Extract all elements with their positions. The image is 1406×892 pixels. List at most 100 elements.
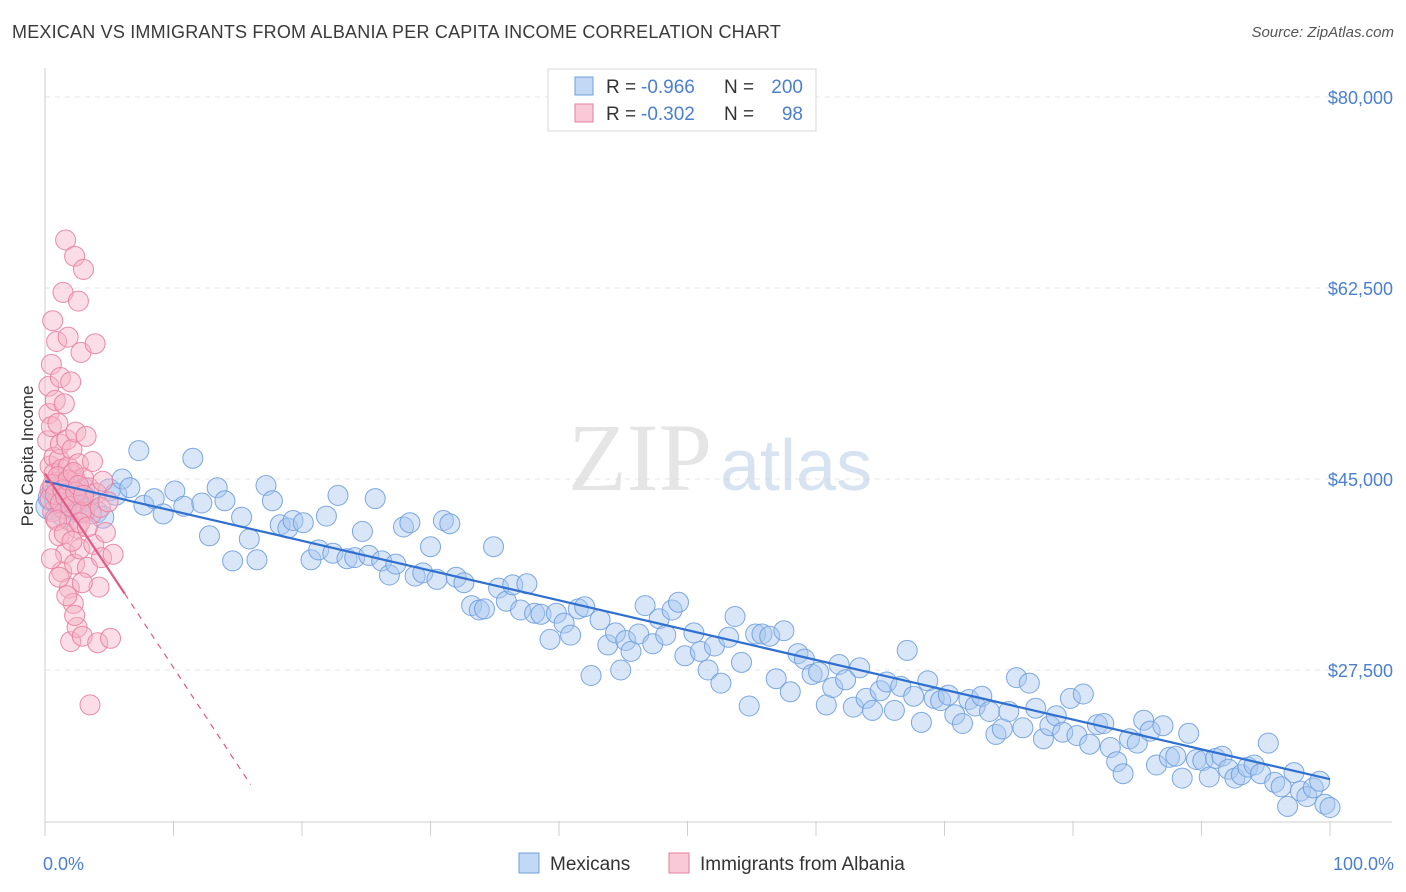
mexicans-point-108 bbox=[779, 681, 801, 703]
mexicans-point-82 bbox=[605, 622, 626, 644]
stats-r-value-1: -0.302 bbox=[641, 104, 695, 125]
albania-point-36 bbox=[60, 631, 82, 653]
mexicans-point-157 bbox=[1112, 763, 1134, 785]
grid bbox=[45, 96, 1392, 671]
stats-n-value-0: 200 bbox=[771, 77, 803, 98]
mexicans-point-17 bbox=[119, 477, 141, 499]
y-tick-label-1: $62,500 bbox=[1328, 279, 1393, 299]
y-tick-labels: $80,000 $62,500 $45,000 $27,500 bbox=[1328, 88, 1393, 681]
mexicans-point-48 bbox=[364, 488, 386, 510]
mexicans-point-100 bbox=[724, 606, 746, 627]
mexicans-point-88 bbox=[642, 633, 664, 655]
mexicans-point-72 bbox=[530, 603, 552, 625]
mexicans-point-189 bbox=[1319, 797, 1341, 818]
mexicans-point-44 bbox=[336, 548, 358, 570]
trend-lines bbox=[44, 472, 1331, 785]
mexicans-point-146 bbox=[1039, 715, 1061, 737]
mexicans-point-127 bbox=[910, 711, 932, 733]
albania-point-56 bbox=[75, 425, 97, 447]
mexicans-point-145 bbox=[1032, 728, 1054, 750]
mexicans-point-18 bbox=[128, 440, 150, 462]
mexicans-point-152 bbox=[1079, 733, 1101, 755]
trend-line-0 bbox=[44, 480, 1331, 781]
mexicans-point-46 bbox=[351, 520, 373, 542]
mexicans-point-34 bbox=[261, 490, 283, 512]
albania-point-89 bbox=[53, 523, 75, 545]
mexicans-point-105 bbox=[759, 625, 781, 647]
mexicans-point-167 bbox=[1178, 722, 1200, 744]
stats-box: R = -0.966 N = 200 R = -0.302 N = 98 bbox=[547, 68, 817, 132]
albania-point-47 bbox=[67, 290, 89, 312]
series-albania bbox=[37, 229, 124, 716]
albania-point-15 bbox=[47, 412, 69, 434]
mexicans-point-160 bbox=[1133, 709, 1155, 731]
mexicans-point-83 bbox=[610, 659, 632, 681]
mexicans-point-164 bbox=[1158, 746, 1180, 768]
mexicans-point-148 bbox=[1052, 721, 1074, 743]
mexicans-point-96 bbox=[697, 659, 719, 681]
stats-r-value-0: -0.966 bbox=[641, 77, 695, 98]
x-tick-labels: 0.0% 100.0% bbox=[43, 854, 1394, 874]
albania-point-70 bbox=[94, 522, 116, 543]
mexicans-point-123 bbox=[883, 699, 905, 721]
stats-n-label-1: N = bbox=[724, 104, 754, 125]
mexicans-point-137 bbox=[979, 701, 1000, 722]
mexicans-point-133 bbox=[952, 713, 973, 734]
mexicans-point-95 bbox=[689, 640, 711, 662]
y-tick-label-3: $27,500 bbox=[1328, 661, 1393, 681]
stats-swatch-mexicans bbox=[574, 76, 594, 96]
mexicans-point-56 bbox=[420, 536, 441, 558]
mexicans-point-143 bbox=[1018, 672, 1040, 694]
albania-point-66 bbox=[88, 576, 110, 598]
mexicans-point-126 bbox=[903, 685, 925, 707]
albania-point-97 bbox=[71, 572, 93, 594]
stats-n-label-0: N = bbox=[724, 77, 754, 98]
legend-swatch-mexicans bbox=[518, 852, 540, 874]
mexicans-point-26 bbox=[199, 525, 220, 547]
stats-r-label-0: R = bbox=[606, 77, 636, 98]
x-tick-label-0: 0.0% bbox=[43, 854, 84, 874]
mexicans-point-186 bbox=[1302, 777, 1324, 799]
mexicans-point-73 bbox=[539, 628, 561, 650]
legend-swatch-albania bbox=[668, 852, 690, 874]
watermark-atlas: atlas bbox=[720, 426, 872, 506]
mexicans-point-24 bbox=[182, 447, 204, 469]
mexicans-point-64 bbox=[474, 598, 495, 620]
albania-point-96 bbox=[64, 604, 86, 626]
mexicans-point-120 bbox=[862, 699, 883, 721]
mexicans-point-182 bbox=[1277, 795, 1299, 817]
albania-point-5 bbox=[40, 353, 62, 375]
y-axis-label: Per Capita Income bbox=[18, 386, 37, 527]
mexicans-point-138 bbox=[985, 723, 1007, 745]
trend-extension-1 bbox=[124, 593, 252, 785]
mexicans-point-98 bbox=[710, 672, 732, 694]
mexicans-point-32 bbox=[246, 549, 268, 571]
mexicans-point-71 bbox=[524, 602, 546, 624]
mexicans-point-31 bbox=[238, 528, 260, 550]
mexicans-point-69 bbox=[510, 599, 531, 621]
stats-n-value-1: 98 bbox=[782, 104, 803, 125]
albania-point-2 bbox=[38, 375, 60, 397]
mexicans-point-112 bbox=[808, 661, 830, 683]
mexicans-point-103 bbox=[745, 623, 767, 645]
albania-point-73 bbox=[102, 543, 124, 565]
mexicans-point-59 bbox=[439, 513, 461, 535]
watermark: ZIP atlas bbox=[568, 404, 872, 511]
mexicans-point-151 bbox=[1072, 683, 1094, 705]
y-tick-label-2: $45,000 bbox=[1328, 470, 1393, 490]
mexicans-point-37 bbox=[282, 510, 304, 531]
mexicans-point-38 bbox=[292, 512, 314, 534]
mexicans-point-79 bbox=[580, 665, 602, 686]
mexicans-point-43 bbox=[327, 484, 349, 506]
mexicans-point-52 bbox=[393, 516, 414, 538]
mexicans-point-132 bbox=[944, 704, 966, 726]
trend-line-1 bbox=[44, 472, 126, 595]
mexicans-point-116 bbox=[835, 669, 857, 691]
mexicans-point-163 bbox=[1152, 715, 1174, 737]
albania-point-54 bbox=[73, 258, 94, 280]
albania-point-93 bbox=[40, 548, 62, 570]
mexicans-point-27 bbox=[206, 477, 228, 499]
albania-point-65 bbox=[87, 632, 109, 654]
mexicans-point-166 bbox=[1171, 767, 1193, 789]
